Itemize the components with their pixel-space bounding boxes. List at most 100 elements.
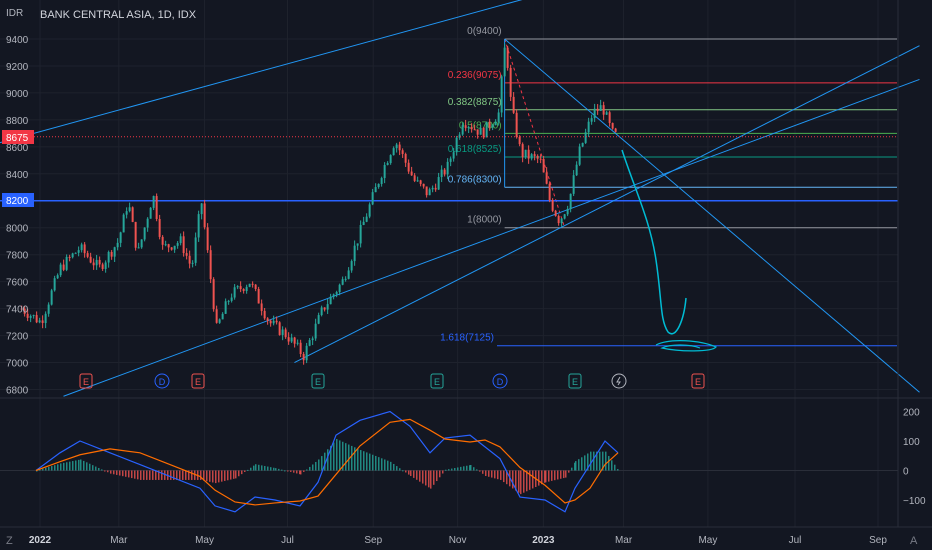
earnings-negative-marker[interactable] <box>79 373 93 389</box>
marked-price-label: 8200 <box>6 196 29 207</box>
macd-histogram-bar <box>83 460 85 471</box>
price-tick-label: 8400 <box>6 170 29 181</box>
candle-body <box>548 183 551 201</box>
trendline[interactable] <box>0 0 919 144</box>
macd-histogram-bar <box>578 459 580 471</box>
macd-histogram-bar <box>128 470 130 478</box>
macd-histogram-bar <box>416 470 418 480</box>
trendline[interactable] <box>504 38 920 393</box>
candle-body <box>398 144 401 151</box>
macd-histogram-bar <box>463 466 465 471</box>
candlestick-series[interactable] <box>20 43 617 365</box>
candle-body <box>485 121 488 138</box>
dividend-marker[interactable] <box>154 373 170 389</box>
candle-body <box>353 245 356 262</box>
macd-histogram-bar <box>275 468 277 471</box>
macd-histogram-bar <box>287 470 289 472</box>
earnings-positive-marker[interactable] <box>311 373 325 389</box>
candle-body <box>446 161 449 175</box>
macd-histogram-bar <box>413 470 415 478</box>
macd-histogram-bar <box>60 463 62 471</box>
macd-histogram-bar <box>107 470 109 473</box>
trendline[interactable] <box>294 45 920 363</box>
macd-histogram-bar <box>116 470 118 475</box>
candle-body <box>395 144 398 149</box>
macd-histogram-bar <box>369 453 371 471</box>
candle-body <box>230 297 233 301</box>
macd-line[interactable] <box>35 410 619 513</box>
signal-line[interactable] <box>35 418 619 506</box>
earnings-negative-marker[interactable] <box>691 373 705 389</box>
macd-histogram-bar <box>354 447 356 471</box>
macd-indicator[interactable] <box>0 410 898 513</box>
freehand-circle[interactable] <box>655 340 717 352</box>
candle-body <box>521 144 524 158</box>
candle-body <box>542 159 545 173</box>
price-tick-label: 9400 <box>6 35 29 46</box>
candle-body <box>62 264 65 270</box>
macd-histogram-bar <box>255 464 257 471</box>
time-axis[interactable]: 2022 Mar May Jul Sep Nov 2023 Mar May Jul Sep <box>0 526 932 546</box>
candle-body <box>113 247 116 257</box>
auto-scale-icon[interactable]: A <box>910 535 918 547</box>
macd-histogram-bar <box>146 470 148 480</box>
earnings-positive-marker[interactable] <box>568 373 582 389</box>
candle-body <box>296 342 299 344</box>
candle-body <box>596 108 599 111</box>
candle-body <box>35 315 38 323</box>
candle-body <box>185 253 188 256</box>
compare-icon[interactable]: Z <box>6 535 13 547</box>
macd-histogram-bar <box>293 470 295 473</box>
split-icon-marker[interactable] <box>611 373 627 389</box>
macd-histogram-bar <box>491 470 493 478</box>
earnings-positive-marker[interactable] <box>430 373 444 389</box>
chart-title: BANK CENTRAL ASIA, 1D, IDX <box>40 9 197 21</box>
candle-body <box>584 132 587 143</box>
fibonacci-retracement[interactable]: 0(9400)0.236(9075)0.382(8875)0.5(8700)0.… <box>0 26 898 347</box>
candle-body <box>590 118 593 122</box>
freehand-drawing[interactable] <box>621 149 717 352</box>
candle-body <box>434 187 437 190</box>
macd-histogram-bar <box>194 470 196 480</box>
time-tick-label: 2022 <box>29 535 52 546</box>
price-tick-label: 7000 <box>6 359 29 370</box>
candle-body <box>32 315 35 317</box>
macd-axis[interactable]: 200 100 0 −100 <box>897 0 926 527</box>
macd-histogram-bar <box>366 452 368 471</box>
event-marker-letter: D <box>497 377 504 387</box>
earnings-negative-marker[interactable] <box>191 373 205 389</box>
candle-body <box>497 112 500 122</box>
macd-histogram-bar <box>173 470 175 480</box>
freehand-curve[interactable] <box>621 149 687 335</box>
macd-histogram-bar <box>101 469 103 471</box>
trendline[interactable] <box>63 78 920 397</box>
candle-body <box>425 186 428 196</box>
event-marker-letter: E <box>695 377 701 387</box>
macd-histogram-bar <box>512 470 514 489</box>
macd-histogram-bar <box>602 451 604 471</box>
candle-body <box>119 232 122 243</box>
candle-body <box>38 320 41 323</box>
candle-body <box>251 283 254 285</box>
candle-body <box>215 309 218 323</box>
macd-histogram-bar <box>63 462 65 471</box>
macd-histogram-bar <box>92 465 94 471</box>
macd-histogram-bar <box>506 470 508 485</box>
candle-body <box>461 125 464 135</box>
candle-body <box>83 244 86 254</box>
dividend-marker[interactable] <box>492 373 508 389</box>
macd-histogram-bar <box>425 470 427 486</box>
macd-histogram-bar <box>72 461 74 471</box>
macd-histogram-bar <box>212 470 214 483</box>
macd-histogram-bar <box>98 467 100 471</box>
macd-histogram-bar <box>541 470 543 485</box>
candle-body <box>302 354 305 361</box>
macd-histogram-bar <box>281 469 283 471</box>
trendlines[interactable] <box>0 0 920 397</box>
macd-histogram-bar <box>548 470 550 482</box>
candle-body <box>248 283 251 287</box>
candle-body <box>389 155 392 164</box>
candle-body <box>383 164 386 179</box>
